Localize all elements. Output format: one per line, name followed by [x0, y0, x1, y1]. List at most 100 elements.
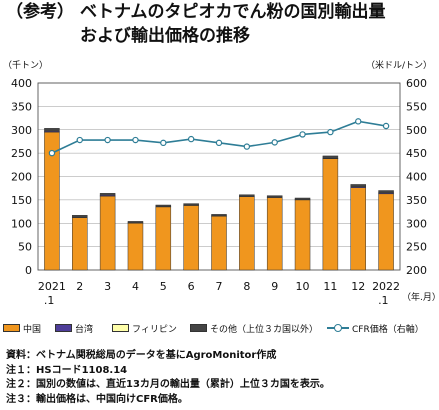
x-unit-label: （年.月）	[402, 291, 439, 303]
bar-segment-other	[211, 214, 227, 217]
y-right-unit-label: （米ドル/トン）	[366, 59, 432, 71]
x-tick-label: 2021	[38, 280, 66, 293]
y-left-tick-label: 250	[11, 147, 32, 160]
y-right-tick-label: 550	[406, 100, 427, 113]
legend-label-other: その他（上位３カ国以外）	[210, 324, 319, 335]
cfr-price-point	[76, 136, 83, 144]
y-right-tick-label: 600	[406, 77, 427, 90]
legend-label-taiwan: 台湾	[75, 324, 94, 335]
x-tick-label: 2022	[372, 280, 400, 293]
legend-item-other: その他（上位３カ国以外）	[190, 320, 318, 336]
y-left-tick-label: 400	[11, 77, 32, 90]
x-tick-label: 3	[104, 280, 111, 293]
y-right-tick-label: 300	[406, 217, 427, 230]
x-tick-label: 6	[188, 280, 195, 293]
bar-segment-other	[322, 155, 339, 159]
legend-swatch-china	[3, 324, 20, 332]
y-right-tick-label: 200	[406, 264, 427, 277]
chart-canvas: 0 50 100 150 200 250 300 350 400 200 250 300 350 400 4…	[3, 59, 439, 307]
x-tick-label: 10	[296, 280, 310, 293]
legend-swatch-taiwan	[55, 324, 72, 332]
cfr-price-point	[132, 136, 139, 144]
bar-segment-china	[72, 217, 88, 271]
title-prefix: （参考）	[6, 2, 74, 22]
legend-swatch-cfr-price	[327, 324, 349, 332]
y-left-tick-label: 50	[18, 241, 32, 254]
cfr-price-point	[160, 139, 167, 147]
x-tick-label: .1	[378, 294, 389, 307]
note-source: 資料：ベトナム関税総局のデータを基にAgroMonitor作成	[6, 350, 277, 361]
legend-label-cfr-price: CFR価格（右軸）	[352, 324, 424, 335]
legend-item-philippines: フィリピン	[112, 320, 177, 336]
bar-segment-other	[155, 204, 172, 207]
cfr-price-point	[215, 139, 223, 147]
y-right-tick-label: 500	[406, 124, 427, 137]
bar-segment-other	[99, 193, 116, 196]
x-tick-label: 4	[132, 280, 139, 293]
bar-segment-other	[44, 128, 60, 132]
bar-segment-other	[183, 203, 199, 206]
y-left-tick-label: 0	[25, 264, 32, 277]
cfr-price-point	[299, 131, 306, 138]
bar-segment-china	[266, 197, 283, 271]
x-tick-label: 5	[160, 280, 167, 293]
y-left-tick-label: 200	[11, 171, 32, 184]
chart-title: （参考） ベトナムのタピオカでん粉の国別輸出量 および輸出価格の推移	[6, 0, 438, 48]
bar-segment-china	[322, 158, 339, 271]
y-right-tick-label: 350	[406, 194, 427, 207]
title-line-1: ベトナムのタピオカでん粉の国別輸出量	[80, 2, 386, 22]
y-right-tick-label: 250	[406, 241, 427, 254]
title-line-2: および輸出価格の推移	[80, 26, 250, 46]
x-tick-label: 2	[76, 280, 83, 293]
bar-segment-china	[99, 195, 116, 271]
bar-segment-china	[378, 193, 394, 271]
note-1: 注１：HSコード1108.14	[6, 364, 128, 376]
bar-segment-china	[294, 199, 311, 271]
bar-segment-china	[183, 205, 199, 271]
legend-swatch-other	[190, 324, 207, 332]
note-2: 注２：国別の数値は、直近13カ月の輸出量（累計）上位３カ国を表示。	[6, 379, 330, 390]
cfr-price-point	[48, 149, 56, 157]
y-left-tick-label: 150	[11, 194, 32, 207]
cfr-price-point	[243, 143, 251, 150]
bar-segment-other	[294, 197, 311, 200]
bar-segment-other	[266, 195, 283, 198]
cfr-price-point	[355, 118, 362, 125]
cfr-price-point	[271, 139, 278, 146]
bar-segment-other	[350, 184, 366, 188]
cfr-price-point	[327, 128, 334, 136]
bar-segment-other	[72, 215, 88, 218]
legend-swatch-philippines	[112, 324, 129, 332]
cfr-price-point	[104, 136, 111, 144]
bar-segment-china	[127, 223, 144, 271]
bar-segment-china	[239, 196, 255, 271]
cfr-price-point	[382, 122, 390, 130]
note-3: 注３：輸出価格は、中国向けCFR価格。	[6, 393, 188, 405]
x-tick-label: 8	[243, 280, 250, 293]
cfr-price-point	[187, 135, 195, 143]
y-right-tick-label: 400	[406, 171, 427, 184]
y-left-tick-label: 350	[11, 100, 32, 113]
notes: 資料：ベトナム関税総局のデータを基にAgroMonitor作成 注１：HSコード…	[6, 349, 330, 407]
x-tick-label: .1	[44, 294, 55, 307]
cfr-price-line	[51, 120, 387, 154]
bar-segment-china	[155, 206, 172, 271]
legend-item-china: 中国	[3, 320, 41, 336]
bar-segment-other	[127, 221, 144, 224]
y-right-tick-label: 450	[406, 147, 427, 160]
y-left-unit-label: （千トン）	[3, 60, 48, 71]
y-left-tick-label: 100	[11, 217, 32, 230]
x-tick-label: 7	[216, 280, 223, 293]
bar-segment-china	[211, 215, 227, 271]
legend-label-philippines: フィリピン	[132, 324, 177, 335]
x-tick-label: 9	[271, 280, 278, 293]
bar-segment-china	[350, 187, 366, 271]
bar-segment-other	[378, 190, 394, 194]
bar-segment-other	[239, 194, 255, 197]
legend-label-china: 中国	[23, 324, 42, 335]
x-tick-label: 11	[323, 280, 337, 293]
y-left-tick-label: 300	[11, 124, 32, 137]
legend-item-cfr-price: CFR価格（右軸）	[327, 320, 424, 336]
x-tick-label: 12	[351, 280, 365, 293]
legend-item-taiwan: 台湾	[55, 320, 93, 336]
